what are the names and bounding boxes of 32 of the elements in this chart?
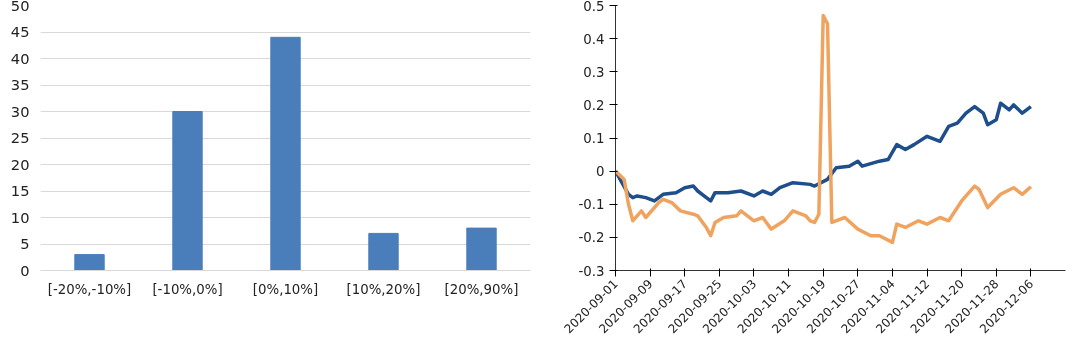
y-tick-label: 10 [10, 208, 30, 226]
bar [270, 36, 301, 271]
line-series [615, 101, 1033, 203]
y-tick-label: -0.1 [578, 197, 605, 213]
y-tick-label: 5 [20, 235, 30, 252]
y-tick-label: 25 [10, 129, 30, 146]
y-tick-label: -0.3 [578, 263, 605, 279]
y-tick-label: 0.3 [583, 64, 605, 80]
y-tick-label: 35 [10, 76, 30, 93]
y-tick-label: 45 [10, 23, 30, 40]
x-tick-label: [-10%,0%] [152, 281, 223, 297]
y-tick-label: 50 [10, 0, 30, 14]
y-tick-label: 0.5 [583, 0, 605, 14]
y-tick-label: 0.1 [583, 131, 605, 146]
y-tick-label: 30 [10, 102, 30, 120]
line-series [615, 13, 1033, 245]
x-tick-label: [0%,10%] [252, 281, 319, 297]
y-tick-label: -0.2 [578, 230, 605, 246]
bar [466, 227, 497, 271]
y-tick-label: 0.2 [583, 97, 605, 113]
y-tick-label: 15 [10, 182, 30, 199]
x-tick-label: [20%,90%] [444, 281, 519, 297]
y-tick-label: 40 [10, 49, 30, 67]
bar [172, 111, 203, 271]
y-tick-label: 0 [596, 164, 605, 180]
bar [74, 254, 105, 271]
x-tick-label: [-20%,-10%] [47, 281, 132, 297]
y-tick-label: 0 [20, 261, 30, 279]
y-tick-label: 0.4 [583, 31, 605, 47]
x-tick-label: [10%,20%] [346, 281, 421, 297]
bar [368, 232, 399, 271]
y-tick-label: 20 [10, 155, 30, 173]
